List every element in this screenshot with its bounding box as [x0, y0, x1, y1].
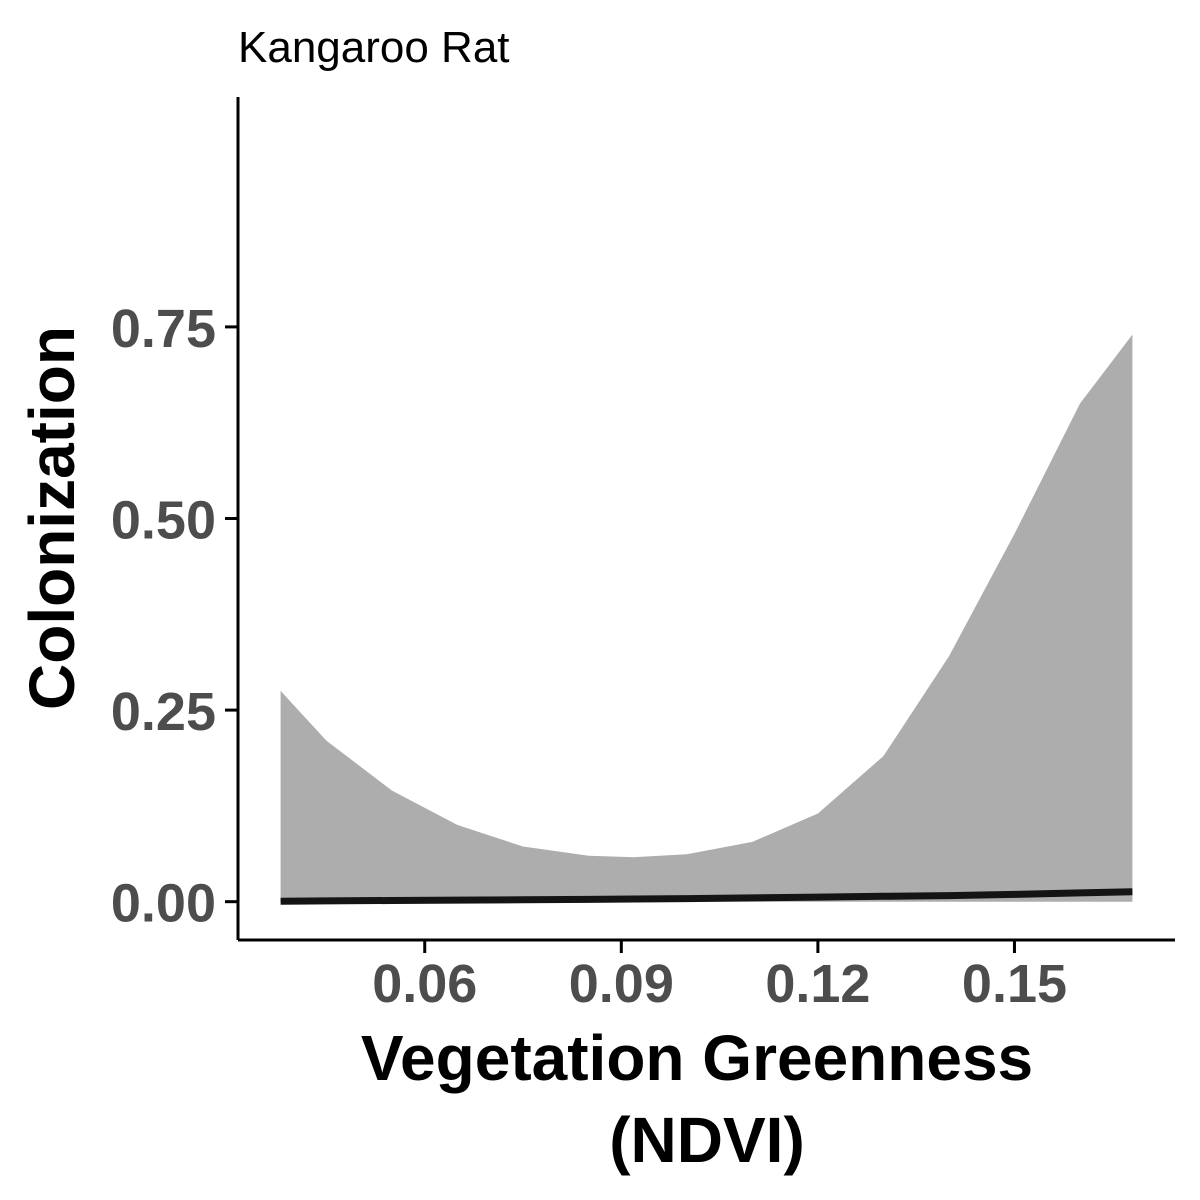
y-tick-label: 0.25 — [111, 682, 216, 742]
chart-title: Kangaroo Rat — [238, 23, 510, 72]
y-tick-label: 0.50 — [111, 491, 216, 551]
fitted-line-0 — [280, 888, 1133, 905]
plot-area — [280, 334, 1133, 905]
y-tick-label: 0.75 — [111, 299, 216, 359]
x-tick-label: 0.12 — [765, 954, 870, 1014]
x-axis-ticks: 0.06 0.09 0.12 0.15 — [372, 940, 1067, 1014]
confidence-ribbon-0 — [280, 334, 1133, 902]
y-axis-title: Colonization — [16, 326, 88, 710]
y-axis-ticks: 0.00 0.25 0.50 0.75 — [111, 299, 238, 934]
x-tick-label: 0.09 — [569, 954, 674, 1014]
x-tick-label: 0.15 — [962, 954, 1067, 1014]
x-axis-title-line-1: Vegetation Greenness — [361, 1022, 1033, 1094]
y-tick-label: 0.00 — [111, 874, 216, 934]
x-tick-label: 0.06 — [372, 954, 477, 1014]
x-axis-title-line-2: (NDVI) — [609, 1104, 805, 1176]
